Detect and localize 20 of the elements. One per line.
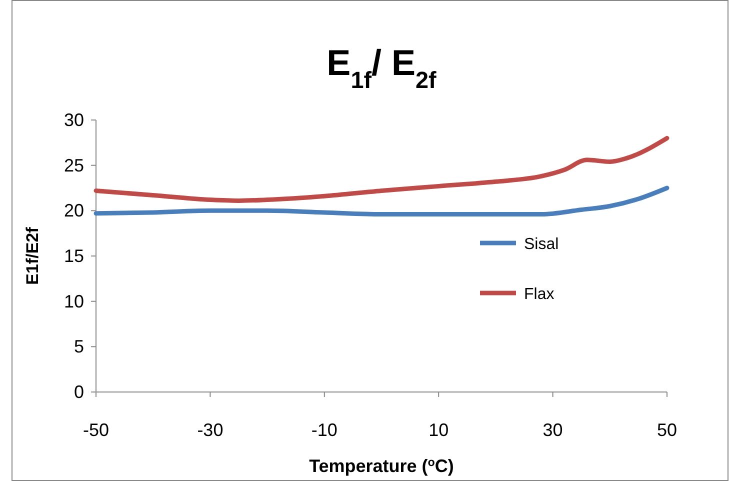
x-tick-label: -10 [311,420,338,440]
y-tick-label: 30 [64,110,84,130]
y-tick-label: 5 [74,336,84,357]
y-tick-label: 15 [64,246,84,266]
y-tick-label: 0 [74,382,84,402]
y-axis-title: E1f/E2f [23,226,42,285]
y-tick-label: 10 [64,291,84,312]
x-axis-title: Temperature ($^{o}$C) [309,456,454,476]
legend-label: Flax [524,286,554,303]
x-tick-label: -30 [197,420,224,440]
y-tick-label: 25 [64,155,84,176]
x-tick-label: 30 [542,420,563,440]
x-tick-label: 50 [656,420,678,440]
line-series [94,136,670,203]
x-tick-label: -50 [82,420,110,440]
line-series [94,186,670,217]
y-tick-label: 20 [64,200,84,221]
chart-title: E$_{1f}$/ E$_{2f}$ [326,42,437,93]
x-tick-label: 10 [428,420,449,440]
legend-label: Sisal [524,236,559,253]
